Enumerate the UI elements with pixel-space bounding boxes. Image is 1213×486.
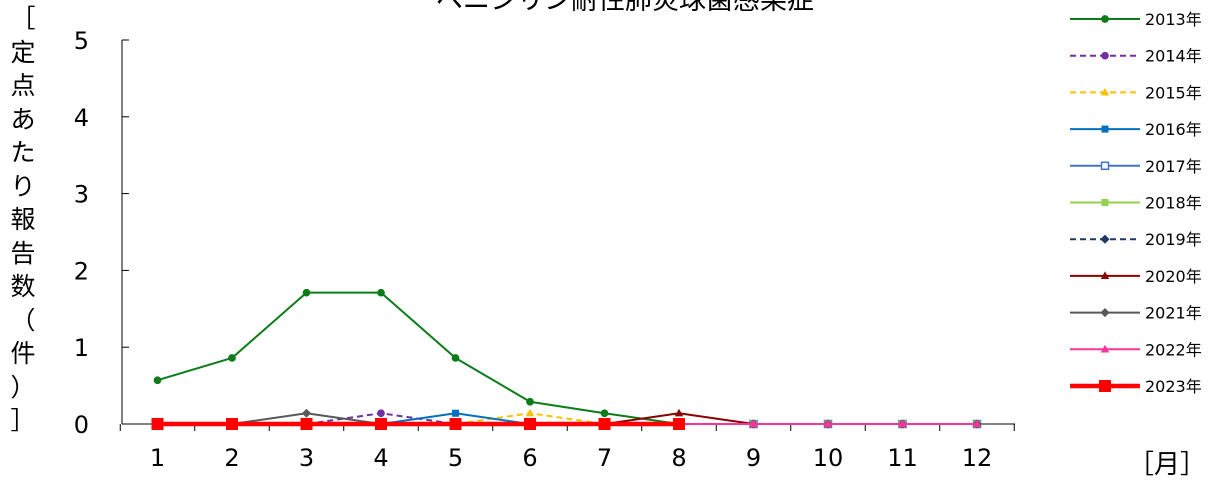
legend-label: 2022年: [1145, 340, 1202, 359]
legend-item: 2022年: [1070, 340, 1202, 359]
data-point: [524, 418, 536, 430]
legend-marker: [1101, 15, 1109, 23]
y-axis-label-char: あ: [10, 104, 36, 134]
legend-label: 2015年: [1145, 83, 1202, 102]
data-point: [301, 408, 312, 418]
y-axis-label-char: た: [10, 138, 36, 167]
legend-item: 2017年: [1070, 157, 1202, 176]
legend-item: 2019年: [1070, 230, 1202, 249]
legend-label: 2019年: [1145, 230, 1202, 249]
data-point: [153, 376, 162, 385]
x-tick-label: 9: [746, 444, 761, 472]
legend-marker: [1100, 161, 1110, 171]
data-point: [151, 418, 164, 430]
y-axis-label-char: ［: [10, 4, 36, 33]
series-line: [157, 291, 977, 425]
data-point: [449, 418, 462, 430]
legend-item: 2016年: [1070, 120, 1202, 139]
legend-item: 2020年: [1070, 267, 1202, 286]
y-tick-label: 1: [74, 334, 89, 362]
y-axis-label-char: 告: [10, 238, 36, 268]
legend-item: 2015年: [1070, 83, 1202, 102]
series-2023年: [151, 418, 685, 430]
y-axis-label-char: 数: [10, 272, 36, 301]
series-2013年: [153, 288, 981, 428]
legend-marker: [1101, 51, 1109, 60]
y-axis-label-char: 定: [10, 37, 36, 67]
x-axis-label: ［月］: [1128, 450, 1207, 480]
data-point: [226, 418, 238, 430]
data-point: [451, 354, 460, 362]
y-axis-label: ［ 定点あたり報告数 （ 件 ） ］: [6, 2, 40, 438]
data-point: [898, 419, 907, 428]
legend-marker: [1100, 87, 1110, 96]
x-tick-label: 5: [448, 444, 463, 472]
y-tick-label: 5: [74, 27, 89, 55]
x-tick-label: 2: [224, 444, 239, 472]
y-axis-label-char: 件: [10, 339, 36, 368]
y-tick-label: 3: [74, 181, 89, 209]
legend-label: 2020年: [1145, 267, 1202, 286]
data-point: [525, 408, 535, 417]
x-tick-label: 1: [150, 444, 165, 472]
data-point: [228, 354, 236, 362]
legend-label: 2021年: [1145, 304, 1202, 323]
legend-label: 2017年: [1145, 157, 1202, 176]
x-tick-label: 11: [887, 444, 918, 472]
data-point: [526, 397, 534, 406]
x-tick-label: 3: [299, 444, 314, 472]
data-point: [302, 288, 311, 297]
data-point: [749, 419, 758, 428]
y-axis-label-char: ）: [10, 372, 36, 402]
legend-marker: [1100, 344, 1110, 353]
legend-label: 2023年: [1145, 377, 1202, 396]
x-tick-label: 12: [962, 444, 993, 472]
y-tick-label: 4: [74, 104, 89, 132]
legend-marker: [1100, 234, 1110, 244]
data-point: [452, 409, 459, 417]
y-axis-label-char: 点: [10, 71, 36, 100]
x-tick-label: 4: [373, 444, 388, 472]
y-axis-label-char: 報: [10, 205, 36, 234]
data-point: [377, 288, 385, 297]
legend-label: 2016年: [1145, 120, 1202, 139]
legend-marker: [1100, 271, 1110, 280]
y-axis-label-char: ］: [10, 406, 36, 435]
data-point: [598, 418, 611, 430]
data-point: [673, 418, 685, 430]
legend-marker: [1099, 380, 1111, 392]
legend-item: 2018年: [1070, 194, 1202, 213]
legend-item: 2013年: [1070, 10, 1202, 29]
legend-item: 2014年: [1070, 47, 1202, 66]
legend-item: 2021年: [1070, 304, 1202, 323]
legend: 2013年 2014年 2015年 2016年 2017年 2018年 2019年 2020年…: [1070, 10, 1202, 396]
x-tick-label: 10: [813, 444, 844, 472]
y-axis-label-char: り: [10, 171, 36, 201]
x-tick-label: 6: [522, 444, 537, 472]
data-point: [375, 418, 387, 430]
legend-marker: [1101, 199, 1109, 206]
y-ticks: 0 1 2 3 4 5: [74, 27, 129, 439]
legend-label: 2013年: [1145, 10, 1202, 29]
legend-marker: [1101, 125, 1109, 133]
series-layer: [151, 288, 982, 430]
x-tick-label: 8: [671, 444, 686, 472]
legend-label: 2018年: [1145, 194, 1202, 213]
data-point: [300, 418, 313, 430]
x-tick-label: 7: [597, 444, 612, 472]
data-point: [674, 408, 684, 417]
legend-item: 2023年: [1070, 377, 1202, 396]
y-tick-label: 2: [74, 257, 89, 285]
y-tick-label: 0: [74, 411, 89, 439]
y-axis-label-char: （: [10, 305, 36, 335]
legend-marker: [1100, 308, 1110, 318]
data-point: [377, 409, 385, 418]
chart-title: ペニシリン耐性肺炎球菌感染症: [436, 0, 814, 16]
data-point: [823, 419, 833, 428]
data-point: [600, 409, 609, 418]
x-ticks: 1 2 3 4 5 6 7 8 9 10 11 12: [119, 424, 1015, 472]
data-point: [972, 419, 982, 428]
legend-label: 2014年: [1145, 47, 1202, 66]
